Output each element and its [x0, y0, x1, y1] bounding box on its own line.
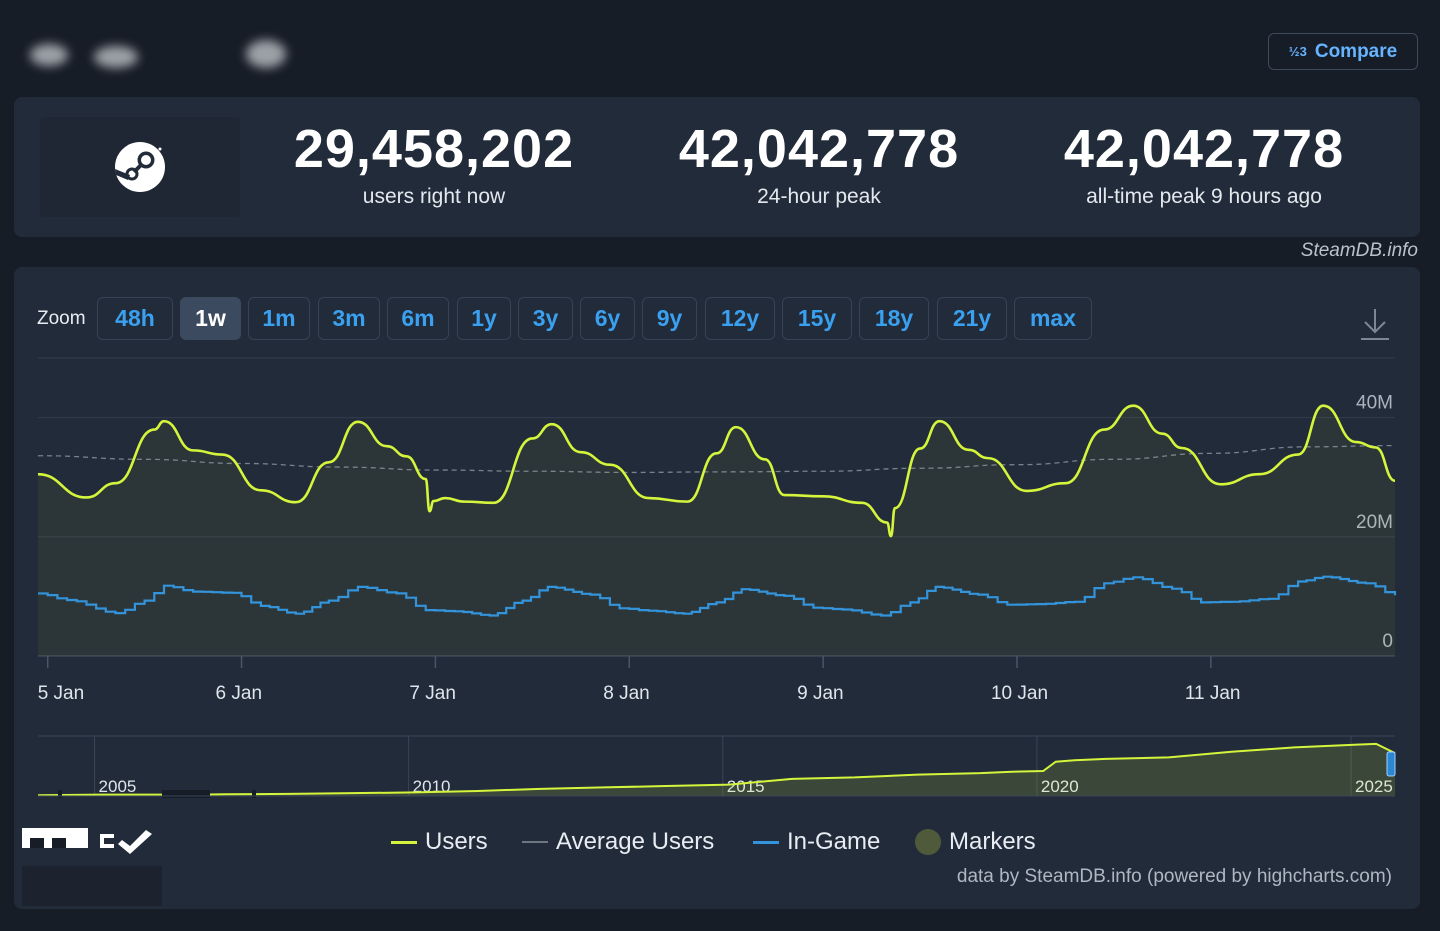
download-icon[interactable]	[1358, 305, 1392, 343]
markers-dot-icon	[915, 829, 941, 855]
users-line-swatch	[391, 840, 417, 844]
users-line	[37, 404, 1396, 538]
zoom-label: Zoom	[37, 308, 86, 329]
legend-users-label: Users	[425, 828, 488, 855]
x-tick-label: 6 Jan	[216, 683, 262, 704]
zoom-18y-button[interactable]: 18y	[859, 297, 929, 340]
compare-button[interactable]: ½3 Compare	[1268, 33, 1418, 70]
navigator-year-label: 2020	[1041, 777, 1079, 796]
blurred-header-logo	[30, 36, 300, 76]
peak-24h-label: 24-hour peak	[757, 185, 881, 208]
y-tick-label: 0	[1382, 631, 1393, 652]
zoom-6y-button[interactable]: 6y	[580, 297, 635, 340]
y-tick-label: 40M	[1356, 393, 1393, 414]
zoom-12y-button[interactable]: 12y	[705, 297, 775, 340]
navigator-year-label: 2005	[99, 777, 137, 796]
stat-24h-peak: 42,042,778 24-hour peak	[654, 117, 984, 209]
fraction-icon: ½3	[1288, 44, 1307, 59]
compare-label: Compare	[1314, 40, 1398, 62]
legend-markers[interactable]: Markers	[915, 826, 1036, 858]
zoom-max-button[interactable]: max	[1014, 297, 1092, 340]
current-users-value: 29,458,202	[293, 119, 575, 179]
zoom-9y-button[interactable]: 9y	[642, 297, 697, 340]
zoom-48h-button[interactable]: 48h	[97, 297, 173, 340]
zoom-15y-button[interactable]: 15y	[782, 297, 852, 340]
legend-markers-label: Markers	[949, 828, 1036, 855]
stat-current: 29,458,202 users right now	[269, 117, 599, 209]
current-users-label: users right now	[362, 185, 506, 208]
x-tick-label: 11 Jan	[1185, 683, 1241, 704]
legend-in-game[interactable]: In-Game	[753, 826, 880, 858]
zoom-1m-button[interactable]: 1m	[248, 297, 310, 340]
zoom-1w-button[interactable]: 1w	[180, 297, 241, 340]
legend-average-label: Average Users	[556, 828, 715, 855]
average-line-swatch	[522, 841, 548, 843]
ingame-line-swatch	[753, 840, 779, 844]
highcharts-credit[interactable]: data by SteamDB.info (powered by highcha…	[956, 866, 1392, 887]
watermark-logo	[22, 828, 162, 906]
navigator-gap	[252, 790, 256, 798]
all-time-peak-label: all-time peak 9 hours ago	[1086, 185, 1322, 208]
all-time-peak-value: 42,042,778	[1063, 119, 1345, 179]
legend-ingame-label: In-Game	[787, 828, 881, 855]
in-game-line	[38, 575, 1397, 617]
navigator-year-label: 2025	[1355, 777, 1393, 796]
zoom-3y-button[interactable]: 3y	[518, 297, 573, 340]
legend-average-users[interactable]: Average Users	[522, 826, 714, 858]
x-tick-label: 8 Jan	[603, 683, 649, 704]
zoom-1y-button[interactable]: 1y	[457, 297, 511, 340]
navigator-gap	[58, 790, 62, 798]
chart-panel	[14, 267, 1420, 909]
steam-logo-box	[40, 117, 240, 217]
average-users-line	[37, 444, 1396, 474]
zoom-6m-button[interactable]: 6m	[387, 297, 449, 340]
steamdb-credit[interactable]: SteamDB.info	[1300, 240, 1418, 261]
y-tick-label: 20M	[1356, 512, 1393, 533]
navigator-handle	[1386, 751, 1396, 777]
navigator-users-line	[37, 742, 1396, 797]
stat-all-time-peak: 42,042,778 all-time peak 9 hours ago	[1039, 117, 1369, 209]
x-tick-label: 7 Jan	[409, 683, 455, 704]
zoom-3m-button[interactable]: 3m	[318, 297, 380, 340]
x-tick-label: 10 Jan	[991, 683, 1048, 704]
stats-panel: 29,458,202 users right now 42,042,778 24…	[14, 97, 1420, 237]
navigator-gap	[162, 790, 210, 798]
zoom-21y-button[interactable]: 21y	[937, 297, 1007, 340]
steam-icon	[115, 142, 165, 192]
legend-users[interactable]: Users	[391, 826, 488, 858]
navigator-area	[38, 743, 1395, 796]
users-area	[38, 405, 1395, 656]
x-tick-label: 5 Jan	[38, 683, 84, 704]
peak-24h-value: 42,042,778	[678, 119, 960, 179]
x-tick-label: 9 Jan	[797, 683, 843, 704]
